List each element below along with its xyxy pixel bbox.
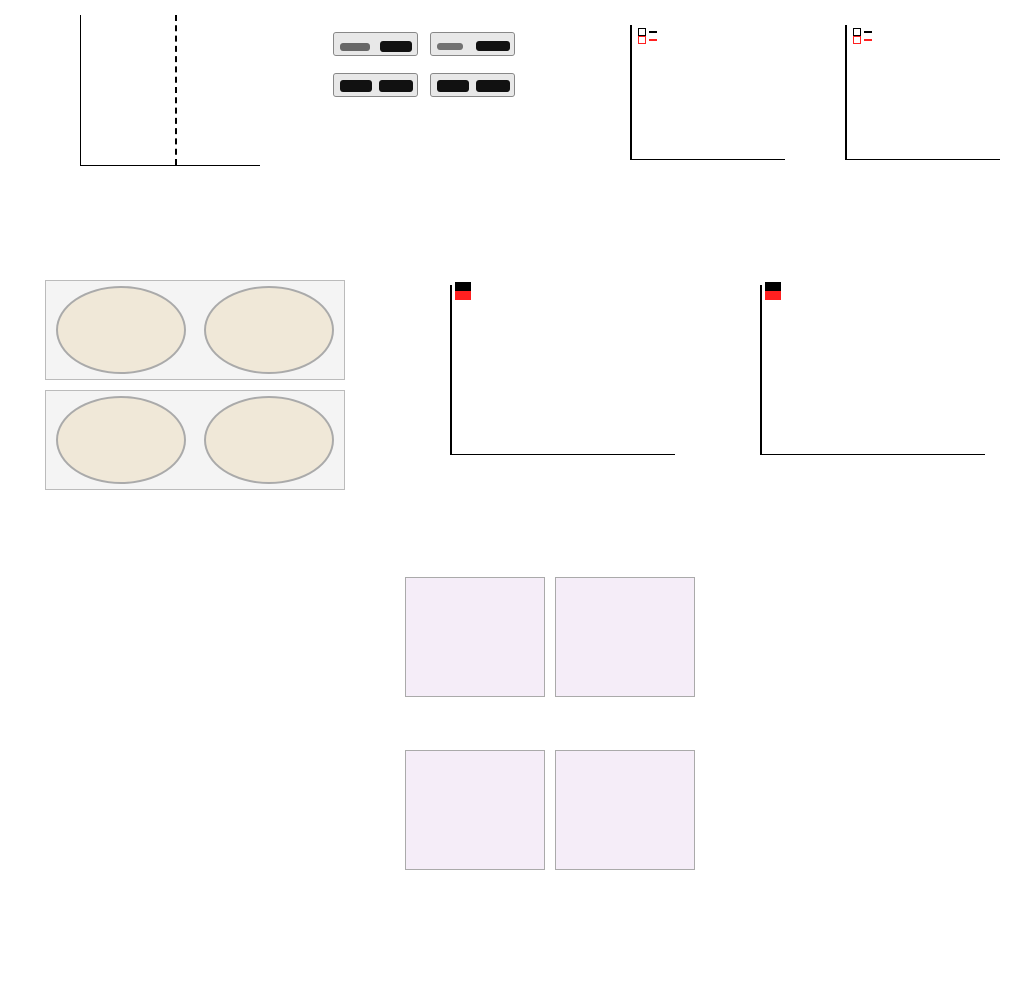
- panel-D-colony: [30, 270, 370, 540]
- panel-C-linecharts: [580, 10, 1010, 240]
- panel-A-barchart: [40, 10, 270, 240]
- panelC-CAKI-svg: [845, 25, 1020, 175]
- panel-E-barchart: [390, 260, 1010, 520]
- panelE-CAKI: [710, 260, 995, 500]
- panel-G-transwell: [395, 555, 705, 955]
- panelC-786: [590, 10, 790, 210]
- panelC-CAKI: [805, 10, 1005, 210]
- panel-F-woundheal: [20, 555, 380, 965]
- panel-B-westernblot: [290, 10, 560, 210]
- panel-H-westernblot: [720, 555, 1020, 965]
- panelE-786: [400, 260, 685, 500]
